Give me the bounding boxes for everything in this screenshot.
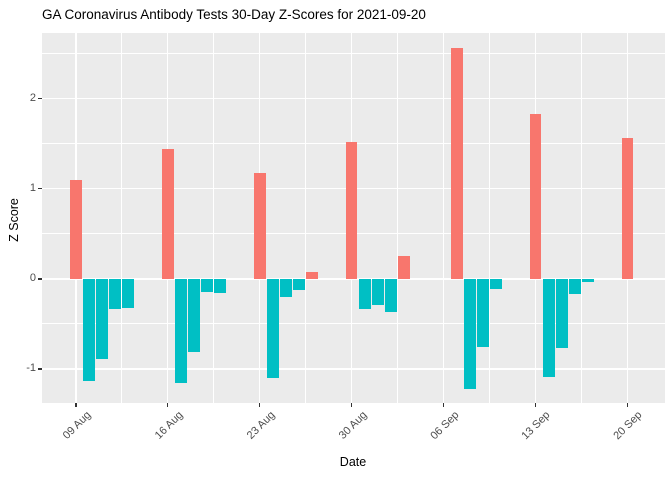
gridline-minor-v: [305, 33, 307, 403]
x-tick-mark: [534, 403, 537, 407]
x-tick-label: 06 Sep: [427, 409, 462, 443]
bar-2021-09-07: [450, 48, 463, 279]
bar-2021-09-17: [582, 278, 594, 283]
bar-2021-09-02: [385, 278, 397, 313]
bar-2021-09-01: [371, 278, 384, 305]
bar-2021-08-19: [201, 278, 213, 293]
y-tick-label: 1: [29, 182, 36, 195]
bar-2021-08-25: [280, 278, 292, 297]
bar-2021-09-20: [621, 138, 634, 279]
gridline-major-h: [42, 278, 665, 280]
bar-2021-08-30: [345, 141, 358, 279]
x-axis-title: Date: [339, 455, 367, 469]
gridline-minor-h: [42, 53, 665, 55]
bar-2021-08-10: [82, 278, 95, 382]
bar-2021-08-13: [122, 278, 135, 309]
bar-2021-09-10: [490, 278, 502, 289]
gridline-major-h: [42, 97, 665, 100]
bar-2021-09-15: [555, 278, 568, 349]
x-tick-label: 23 Aug: [244, 409, 278, 442]
y-tick-label: 2: [29, 92, 36, 105]
bar-2021-08-23: [253, 173, 266, 279]
x-tick-label: 13 Sep: [519, 409, 553, 443]
x-tick-label: 30 Aug: [336, 409, 370, 442]
chart-title: GA Coronavirus Antibody Tests 30-Day Z-S…: [42, 7, 426, 22]
bar-2021-08-12: [109, 278, 122, 310]
y-tick-mark: [38, 97, 42, 100]
x-tick-mark: [626, 403, 629, 407]
x-tick-mark: [350, 403, 353, 407]
y-tick-label: -1: [26, 362, 36, 375]
x-tick-mark: [442, 403, 445, 407]
plot-panel: [42, 33, 665, 403]
gridline-minor-v: [397, 33, 398, 403]
bar-2021-09-16: [568, 278, 581, 295]
gridline-minor-v: [581, 33, 582, 403]
x-tick-mark: [166, 403, 169, 407]
bar-2021-08-11: [96, 278, 108, 359]
gridline-major-h: [42, 368, 665, 370]
bar-2021-08-09: [69, 179, 82, 279]
bar-2021-08-20: [214, 278, 227, 294]
bar-2021-08-17: [174, 278, 187, 384]
gridline-minor-v: [213, 33, 215, 403]
bar-2021-08-27: [306, 271, 319, 279]
bar-2021-08-18: [188, 278, 200, 352]
x-tick-mark: [75, 403, 77, 407]
y-tick-label: 0: [29, 272, 36, 285]
gridline-minor-v: [121, 33, 123, 403]
x-tick-label: 20 Sep: [611, 409, 645, 443]
bar-2021-09-14: [542, 278, 555, 377]
x-tick-label: 16 Aug: [152, 409, 186, 442]
bar-2021-09-08: [463, 278, 476, 390]
gridline-major-v: [442, 33, 445, 403]
bar-2021-09-09: [477, 278, 489, 348]
y-axis-title: Z Score: [7, 198, 21, 242]
y-tick-mark: [38, 187, 42, 190]
gridline-minor-v: [489, 33, 490, 403]
x-tick-label: 09 Aug: [60, 409, 94, 442]
bar-2021-08-26: [293, 278, 305, 290]
x-tick-mark: [258, 403, 261, 407]
bar-2021-09-13: [529, 114, 542, 279]
gridline-minor-h: [42, 323, 665, 325]
bar-2021-09-03: [398, 256, 411, 279]
y-tick-mark: [38, 368, 42, 370]
bar-2021-08-24: [266, 278, 279, 378]
y-tick-mark: [38, 278, 42, 280]
bar-2021-08-16: [161, 149, 174, 279]
bar-2021-08-31: [358, 278, 371, 310]
